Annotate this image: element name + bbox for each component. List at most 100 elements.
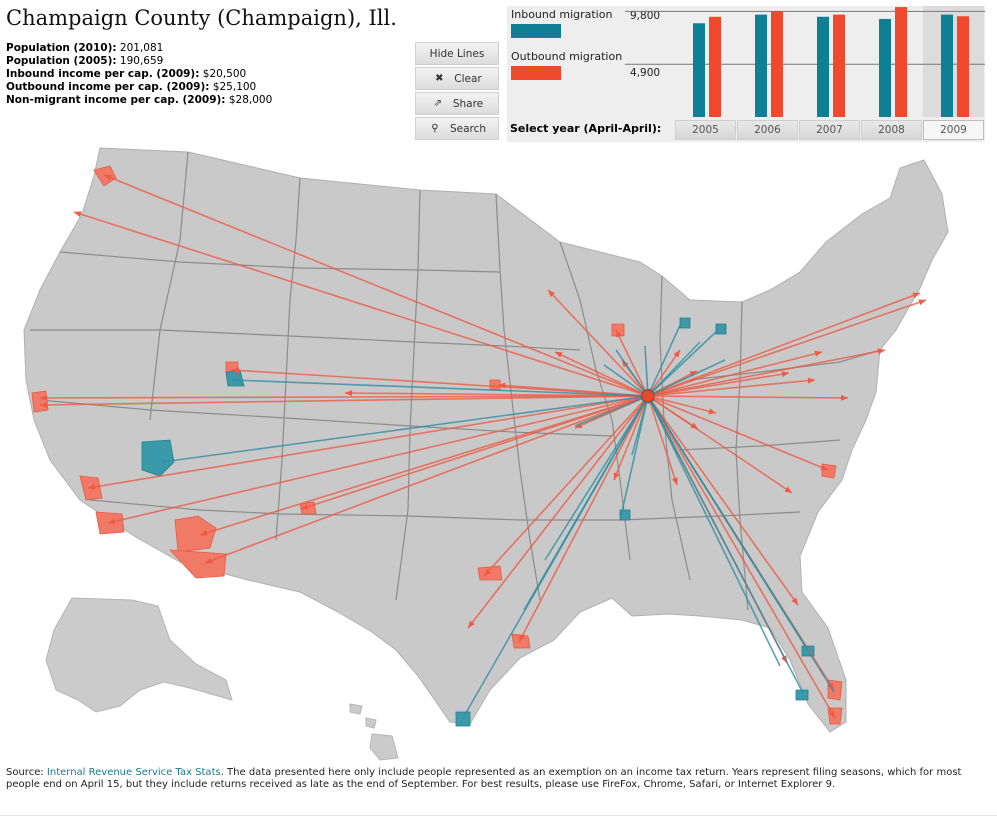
outbound-line	[613, 395, 649, 481]
inbound-line	[231, 379, 649, 397]
border-line	[275, 177, 301, 541]
outbound-line	[497, 384, 649, 397]
hide-lines-button[interactable]: Hide Lines	[415, 42, 499, 65]
year-button-2005[interactable]: 2005	[675, 120, 736, 140]
year-button-2006[interactable]: 2006	[737, 120, 798, 140]
outbound-county[interactable]	[174, 515, 217, 553]
stat-inbound-income: Inbound income per cap. (2009): $20,500	[6, 68, 247, 80]
outbound-line-head	[791, 597, 798, 605]
border-line	[89, 499, 801, 521]
outbound-line	[647, 372, 790, 397]
county-stats: Population (2010): 201,081 Population (2…	[6, 42, 272, 107]
outbound-line-head	[498, 382, 506, 389]
alaska	[45, 597, 233, 713]
inbound-county[interactable]	[795, 689, 809, 701]
outbound-line-head	[205, 557, 213, 564]
outbound-bar-2005[interactable]	[709, 16, 721, 117]
outbound-line-head	[555, 352, 563, 358]
outbound-line-head	[108, 518, 116, 525]
outbound-line-head	[613, 472, 620, 480]
outbound-line-head	[468, 620, 475, 628]
outbound-line	[647, 349, 681, 397]
page-title: Champaign County (Champaign), Ill.	[6, 6, 397, 30]
inbound-county[interactable]	[715, 323, 727, 335]
outbound-line-head	[814, 350, 822, 357]
outbound-line	[647, 395, 699, 430]
border-line	[149, 151, 189, 421]
outbound-line-head	[708, 408, 716, 415]
border-line	[495, 193, 541, 601]
outbound-county[interactable]	[169, 549, 227, 579]
outbound-line-head	[40, 401, 48, 408]
outbound-line	[73, 211, 649, 397]
us-landmass	[23, 147, 949, 761]
outbound-bar-2008[interactable]	[895, 7, 907, 118]
outbound-line-head	[877, 348, 885, 355]
share-icon: ⇗	[433, 98, 443, 109]
year-selector-label: Select year (April-April):	[510, 122, 662, 135]
year-button-2009[interactable]: 2009	[923, 120, 984, 140]
outbound-county[interactable]	[611, 323, 625, 337]
stat-nonmigrant-income: Non-migrant income per cap. (2009): $28,…	[6, 94, 273, 106]
outbound-county[interactable]	[31, 390, 49, 413]
outbound-bar-2009[interactable]	[957, 16, 969, 118]
hawaii	[349, 703, 399, 761]
outbound-line-head	[484, 568, 491, 576]
outbound-line-head	[918, 299, 926, 306]
source-link[interactable]: Internal Revenue Service Tax Stats	[46, 767, 221, 778]
origin-county-marker[interactable]	[641, 389, 655, 403]
outbound-bar-2006[interactable]	[771, 11, 783, 117]
inbound-bar-2009[interactable]	[941, 14, 953, 117]
legend-outbound-swatch	[511, 66, 561, 80]
year-button-2008[interactable]: 2008	[861, 120, 922, 140]
source-note: Source: Internal Revenue Service Tax Sta…	[6, 767, 962, 790]
outbound-bar-2007[interactable]	[833, 14, 845, 117]
inbound-bar-2005[interactable]	[693, 23, 705, 117]
inbound-line	[603, 364, 649, 397]
inbound-line	[523, 395, 649, 611]
migration-lines	[39, 174, 927, 719]
inbound-line	[647, 322, 682, 397]
search-button[interactable]: ⚲ Search	[415, 117, 499, 140]
inbound-bar-2006[interactable]	[755, 14, 767, 117]
outbound-line	[554, 351, 649, 397]
inbound-line	[647, 395, 781, 667]
selected-year-highlight	[923, 6, 984, 117]
outbound-line	[39, 395, 649, 399]
outbound-line-head	[840, 394, 848, 401]
border-line	[395, 189, 421, 601]
outbound-line-head	[673, 350, 680, 358]
outbound-line-head	[74, 211, 82, 217]
footer-divider	[0, 815, 997, 816]
inbound-line	[631, 395, 649, 456]
outbound-line-head	[781, 371, 789, 378]
outbound-line-head	[807, 377, 815, 384]
inbound-bar-2008[interactable]	[879, 18, 891, 118]
inbound-bar-2007[interactable]	[817, 16, 829, 117]
migration-map	[23, 147, 949, 761]
outbound-line	[344, 392, 649, 397]
clear-button[interactable]: ✖ Clear	[415, 67, 499, 90]
outbound-line	[647, 395, 836, 719]
y-tick-label: 9,800	[630, 10, 661, 22]
outbound-line-head	[671, 477, 678, 485]
inbound-county[interactable]	[455, 711, 471, 727]
outbound-line	[300, 395, 649, 510]
inbound-line	[644, 345, 649, 397]
outbound-line	[647, 395, 849, 399]
inbound-line	[647, 395, 804, 694]
inbound-county[interactable]	[141, 439, 175, 477]
legend-inbound-swatch	[511, 24, 561, 38]
inbound-county[interactable]	[679, 317, 691, 329]
migration-chart-panel: Inbound migration Outbound migration 9,8…	[507, 6, 985, 142]
outbound-line	[647, 379, 816, 397]
year-button-2007[interactable]: 2007	[799, 120, 860, 140]
outbound-line-head	[232, 367, 240, 374]
share-button[interactable]: ⇗ Share	[415, 92, 499, 115]
stat-population-2010: Population (2010): 201,081	[6, 42, 164, 54]
outbound-line	[103, 174, 649, 397]
outbound-line-head	[828, 710, 835, 718]
outbound-line	[518, 395, 649, 643]
outbound-line	[467, 395, 649, 629]
outbound-line-head	[616, 330, 622, 338]
